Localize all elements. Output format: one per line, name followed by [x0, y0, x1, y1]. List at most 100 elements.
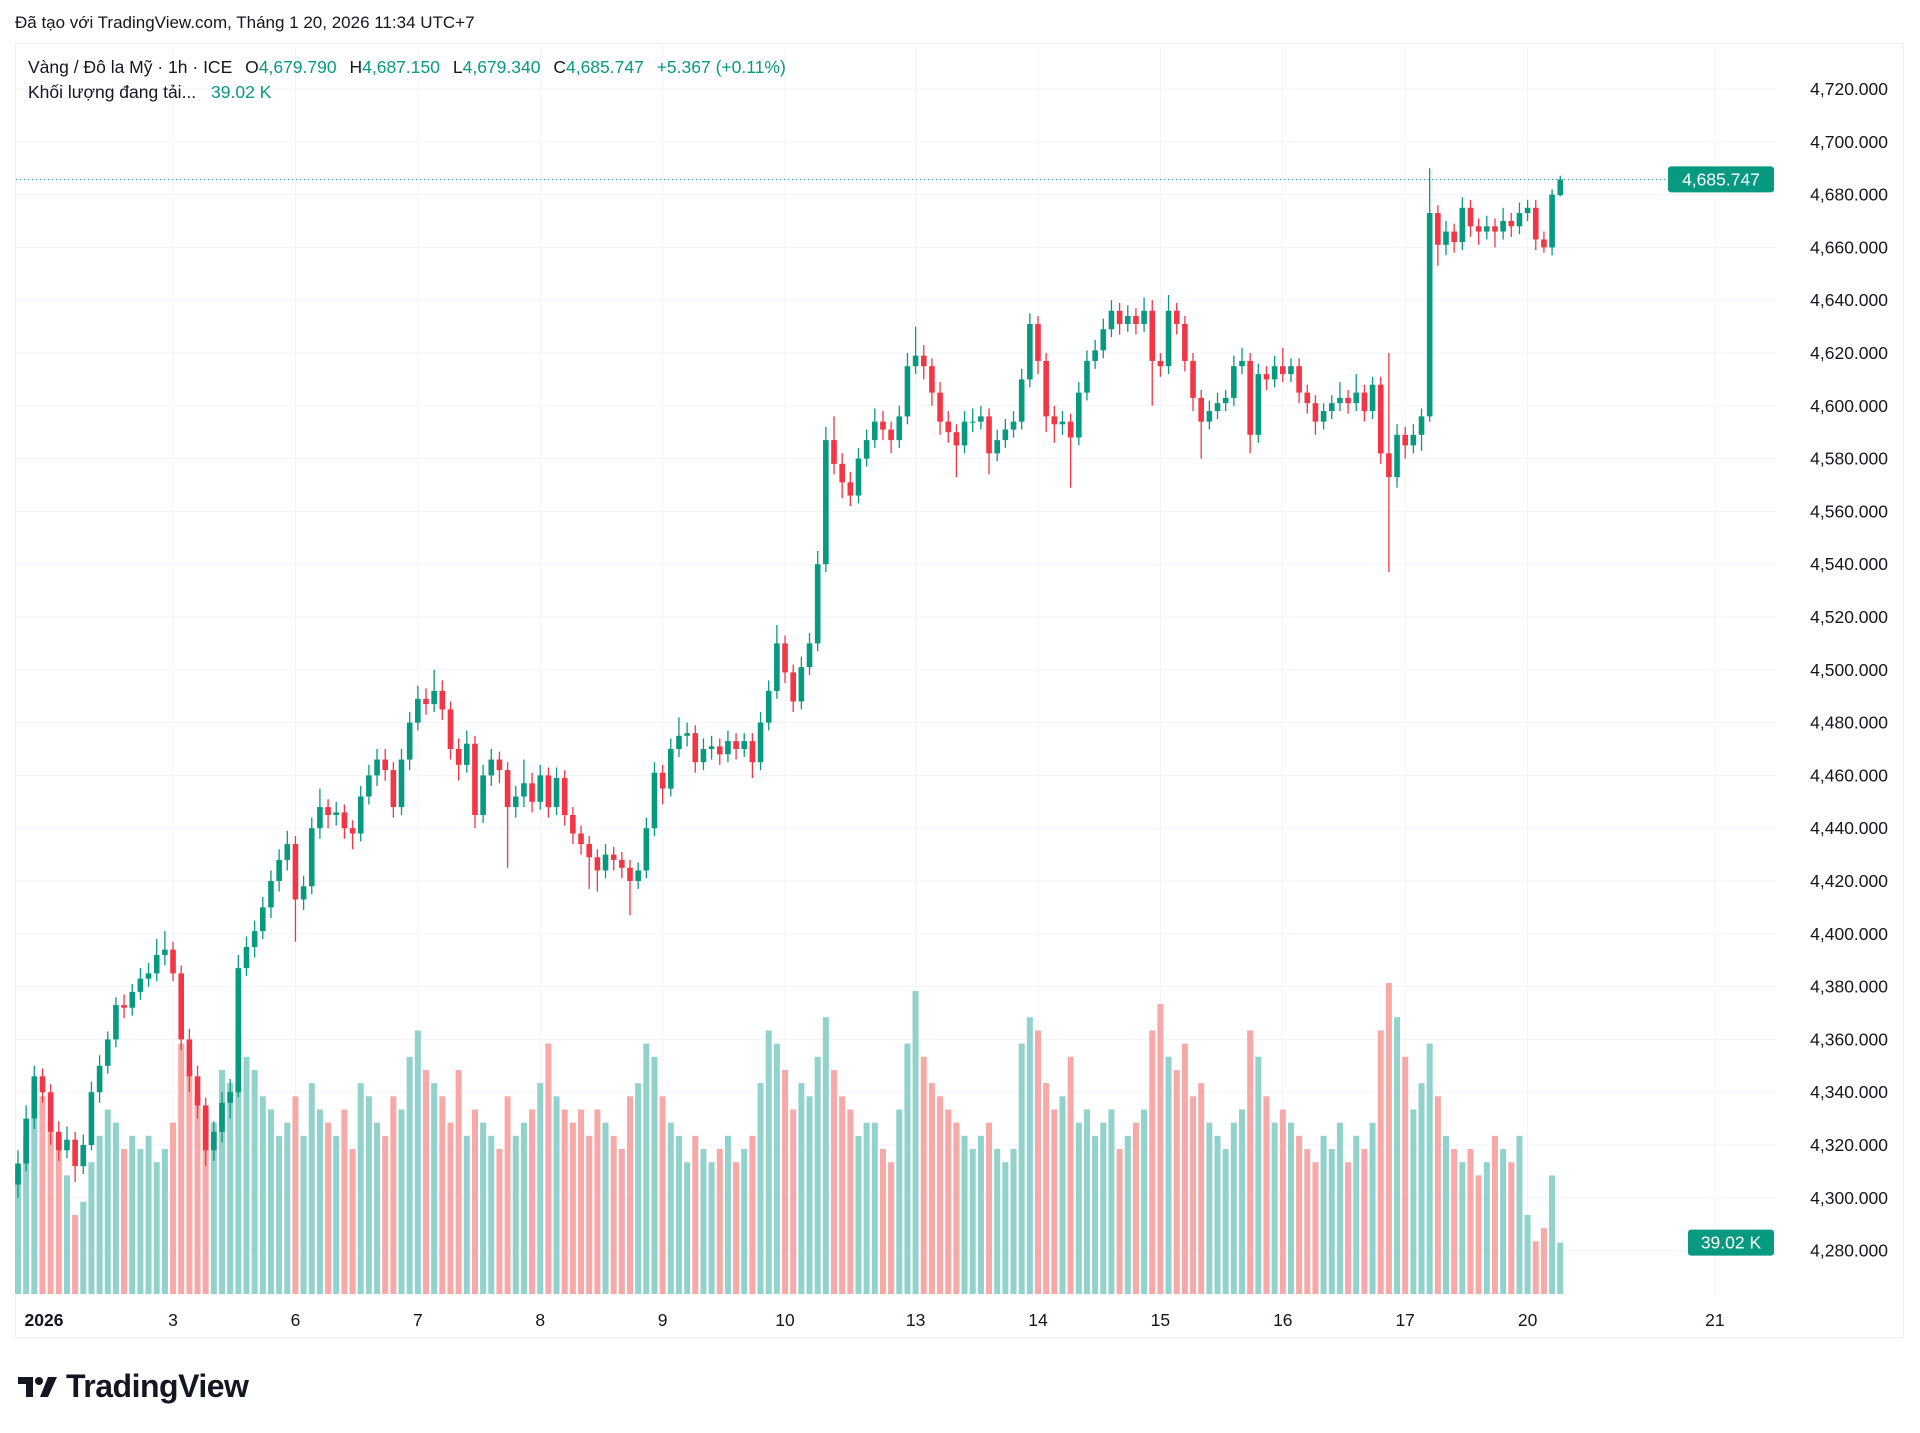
- candle-body: [423, 698, 429, 705]
- candle-body: [1247, 360, 1253, 435]
- volume-bar: [741, 1149, 748, 1294]
- candle-body: [1484, 226, 1490, 232]
- candle-body: [798, 667, 805, 702]
- volume-bar: [1263, 1096, 1270, 1294]
- candle: [676, 717, 682, 757]
- candle: [1084, 350, 1090, 401]
- time-tick-label: 17: [1395, 1310, 1414, 1330]
- volume-bar: [1247, 1030, 1254, 1294]
- candle: [455, 738, 462, 781]
- candle: [374, 749, 380, 786]
- candle: [863, 429, 870, 467]
- volume-bar: [488, 1135, 495, 1294]
- symbol-label[interactable]: Vàng / Đô la Mỹ · 1h · ICE: [28, 57, 233, 77]
- price-tick-label: 4,300.000: [1810, 1188, 1888, 1208]
- candle-body: [292, 844, 299, 900]
- volume-bar: [210, 1122, 217, 1294]
- candle: [162, 931, 168, 966]
- volume-bar: [267, 1109, 274, 1294]
- volume-bar: [553, 1096, 560, 1294]
- candle-body: [1524, 207, 1531, 214]
- volume-bar: [398, 1109, 405, 1294]
- volume-bar: [1108, 1109, 1115, 1294]
- volume-bar: [1361, 1149, 1368, 1294]
- candle-body: [716, 746, 723, 755]
- volume-label[interactable]: Khối lượng đang tải...: [28, 82, 197, 102]
- candle-body: [945, 421, 952, 433]
- candle-body: [986, 416, 992, 454]
- candle: [194, 1065, 201, 1119]
- candle-body: [366, 775, 372, 797]
- candle-body: [814, 564, 821, 644]
- candle: [635, 862, 641, 889]
- volume-bar: [1377, 1030, 1384, 1294]
- candle: [366, 764, 372, 805]
- volume-bar: [512, 1135, 519, 1294]
- time-tick-label: 7: [413, 1310, 423, 1330]
- candle-body: [308, 828, 315, 887]
- price-tick-label: 4,400.000: [1810, 924, 1888, 944]
- price-tick-label: 4,460.000: [1810, 765, 1888, 785]
- candle-body: [1288, 366, 1294, 375]
- volume-bar: [1328, 1149, 1335, 1294]
- volume-bar: [1116, 1149, 1123, 1294]
- candle: [39, 1068, 46, 1103]
- candle: [839, 453, 845, 499]
- candle: [1296, 358, 1302, 404]
- volume-bar: [1524, 1214, 1531, 1294]
- candle-body: [880, 421, 886, 430]
- candle: [1173, 302, 1180, 335]
- candle: [920, 345, 927, 380]
- candle-body: [1198, 397, 1204, 422]
- candle-body: [390, 770, 397, 808]
- candle-body: [725, 741, 731, 755]
- candle: [464, 730, 470, 773]
- candle: [1263, 366, 1270, 390]
- volume-bar: [1010, 1149, 1017, 1294]
- price-tick-label: 4,480.000: [1810, 713, 1888, 733]
- candle: [643, 817, 650, 879]
- candle: [1239, 347, 1245, 375]
- candle-body: [1067, 421, 1074, 438]
- candle-body: [447, 709, 454, 749]
- candle-body: [129, 991, 136, 1008]
- candle: [700, 738, 707, 771]
- candle: [1541, 231, 1547, 253]
- time-tick-label: 15: [1151, 1310, 1170, 1330]
- candle-body: [700, 749, 707, 763]
- candle: [741, 733, 748, 757]
- volume-bar: [986, 1122, 993, 1294]
- volume-bar: [684, 1162, 691, 1294]
- volume-bar: [1026, 1017, 1033, 1294]
- candle-body: [1320, 411, 1327, 422]
- volume-bar: [284, 1122, 291, 1294]
- volume-bar: [1475, 1175, 1482, 1294]
- last-price-badge: [1668, 166, 1774, 193]
- candle-body: [1296, 366, 1302, 393]
- candle: [72, 1131, 78, 1182]
- candle-body: [23, 1118, 29, 1164]
- volume-bar: [1304, 1149, 1311, 1294]
- time-tick-label: 21: [1705, 1310, 1724, 1330]
- volume-bar: [300, 1135, 307, 1294]
- volume-bar: [1141, 1109, 1148, 1294]
- time-tick-label: 2026: [25, 1310, 64, 1330]
- tradingview-logo[interactable]: TradingView: [18, 1368, 249, 1405]
- volume-bar: [1198, 1083, 1205, 1294]
- volume-bar: [1336, 1122, 1343, 1294]
- candle: [56, 1121, 62, 1161]
- price-tick-label: 4,600.000: [1810, 396, 1888, 416]
- candle-body: [765, 690, 772, 723]
- candle: [1043, 353, 1049, 433]
- candle: [349, 820, 356, 850]
- chart-legend: Vàng / Đô la Mỹ · 1h · ICE O4,679.790 H4…: [28, 55, 786, 105]
- low-label: L: [452, 57, 463, 77]
- candle-body: [260, 907, 266, 932]
- candle: [896, 405, 903, 449]
- price-tick-label: 4,360.000: [1810, 1029, 1888, 1049]
- volume-bar: [594, 1109, 601, 1294]
- candle: [668, 738, 674, 797]
- candle-body: [545, 775, 552, 808]
- volume-bar: [23, 1135, 30, 1294]
